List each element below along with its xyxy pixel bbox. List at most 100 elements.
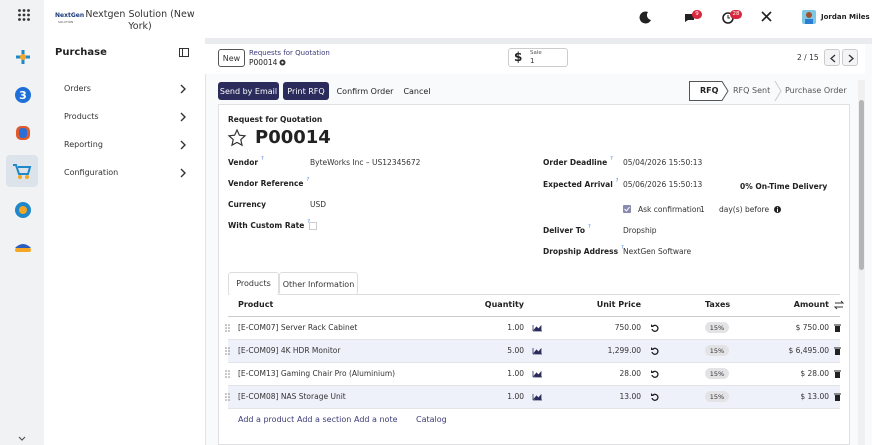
pager-prev[interactable] (824, 49, 840, 66)
menu-item[interactable]: Configuration (64, 168, 119, 177)
app-icon[interactable]: 3 (14, 86, 32, 104)
cell[interactable]: 13.00 (619, 392, 641, 401)
forecast-icon[interactable] (532, 324, 542, 332)
cell[interactable]: [E-COM07] Server Rack Cabinet (238, 323, 358, 332)
debug-icon[interactable] (761, 11, 772, 22)
smart-label[interactable]: Sale (530, 50, 542, 56)
help-tooltip[interactable]: ? (621, 245, 624, 251)
cell[interactable]: $ 13.00 (800, 392, 829, 401)
status-step[interactable]: Purchase Order (785, 86, 847, 95)
cell[interactable]: [E-COM08] NAS Storage Unit (238, 392, 346, 401)
menu-item[interactable]: Orders (64, 84, 91, 93)
status-step[interactable]: RFQ Sent (733, 86, 771, 95)
cell[interactable]: 1.00 (507, 323, 524, 332)
custom-rate-checkbox[interactable] (309, 222, 317, 230)
add-line-link[interactable]: Catalog (416, 415, 447, 424)
column-header[interactable]: Unit Price (596, 300, 641, 309)
field-value[interactable]: 05/06/2026 15:50:13 (623, 180, 703, 189)
drag-handle[interactable] (225, 347, 230, 355)
table-row[interactable] (228, 340, 840, 363)
field-value[interactable]: USD (310, 200, 327, 209)
avatar[interactable] (802, 10, 816, 24)
reset-price-icon[interactable] (651, 370, 659, 378)
help-tooltip[interactable]: ? (261, 156, 264, 162)
column-header[interactable]: Product (238, 300, 274, 309)
tax-badge[interactable]: 15% (705, 322, 729, 333)
theme-toggle[interactable] (639, 11, 652, 24)
forecast-icon[interactable] (532, 347, 542, 355)
messages-icon[interactable] (684, 12, 696, 23)
help-tooltip[interactable]: ? (615, 178, 619, 184)
delete-icon[interactable] (834, 347, 841, 355)
column-header[interactable]: Amount (793, 300, 829, 309)
drag-handle[interactable] (225, 370, 230, 378)
forecast-icon[interactable] (532, 393, 542, 401)
smart-button[interactable] (508, 48, 568, 67)
priority-star[interactable] (227, 128, 247, 147)
action-button[interactable]: Print RFQ (283, 82, 329, 100)
column-header[interactable]: Taxes (705, 300, 731, 309)
cell[interactable]: [E-COM13] Gaming Chair Pro (Aluminium) (238, 369, 396, 378)
app-icon[interactable] (14, 240, 32, 254)
column-header[interactable]: Quantity (484, 300, 524, 309)
apps-menu-icon[interactable] (18, 9, 30, 21)
tax-badge[interactable]: 15% (705, 345, 729, 356)
field-value[interactable]: ByteWorks Inc – US12345672 (310, 158, 421, 167)
add-line-link[interactable]: Add a product (238, 415, 295, 424)
delete-icon[interactable] (834, 324, 841, 332)
sidebar-toggle[interactable] (179, 48, 189, 57)
table-row[interactable] (228, 317, 840, 340)
table-row[interactable] (228, 386, 840, 409)
add-line-link[interactable]: Add a section (297, 415, 352, 424)
smart-count[interactable]: 1 (530, 57, 535, 65)
delete-icon[interactable] (834, 393, 841, 401)
breadcrumb-parent[interactable]: Requests for Quotation (249, 49, 330, 57)
tax-badge[interactable]: 15% (705, 391, 729, 402)
cell[interactable]: 1.00 (507, 369, 524, 378)
drag-handle[interactable] (225, 324, 230, 332)
menu-chevron[interactable] (180, 84, 186, 94)
cell[interactable]: 5.00 (507, 346, 524, 355)
reset-price-icon[interactable] (651, 324, 659, 332)
cell[interactable]: $ 28.00 (800, 369, 829, 378)
info-icon[interactable] (774, 206, 781, 213)
cell[interactable]: $ 6,495.00 (788, 346, 829, 355)
scrollbar-thumb[interactable] (859, 100, 864, 270)
drag-handle[interactable] (225, 393, 230, 401)
reset-price-icon[interactable] (651, 393, 659, 401)
reset-price-icon[interactable] (651, 347, 659, 355)
app-icon[interactable] (14, 124, 32, 142)
menu-chevron[interactable] (180, 112, 186, 122)
app-icon[interactable] (12, 162, 32, 180)
menu-item[interactable]: Reporting (64, 140, 103, 149)
app-icon[interactable] (14, 48, 32, 66)
ask-days[interactable]: 1 (700, 205, 705, 214)
help-tooltip[interactable]: ? (307, 219, 310, 225)
cell[interactable]: $ 750.00 (795, 323, 829, 332)
tab[interactable]: Products (228, 272, 279, 295)
delete-icon[interactable] (834, 370, 841, 378)
app-icon[interactable] (14, 201, 32, 219)
action-button[interactable]: Send by Email (218, 82, 279, 100)
action-button[interactable]: Confirm Order (336, 86, 394, 96)
ask-checkbox[interactable] (623, 205, 631, 213)
pager-next[interactable] (842, 49, 858, 66)
help-tooltip[interactable]: ? (610, 156, 613, 162)
field-value[interactable]: Dropship (623, 226, 657, 235)
cell[interactable]: 1,299.00 (607, 346, 641, 355)
action-button[interactable]: Cancel (403, 86, 431, 96)
tab[interactable]: Other Information (279, 272, 358, 295)
cell[interactable]: 1.00 (507, 392, 524, 401)
field-value[interactable]: 05/04/2026 15:50:13 (623, 158, 703, 167)
column-settings[interactable] (833, 300, 845, 310)
cell[interactable]: 28.00 (619, 369, 641, 378)
cell[interactable]: [E-COM09] 4K HDR Monitor (238, 346, 341, 355)
new-button[interactable]: New (218, 49, 245, 67)
cell[interactable]: 750.00 (614, 323, 641, 332)
menu-chevron[interactable] (180, 140, 186, 150)
forecast-icon[interactable] (532, 370, 542, 378)
user-name[interactable]: Jordan Miles (821, 13, 870, 21)
table-row[interactable] (228, 363, 840, 386)
help-tooltip[interactable]: ? (588, 224, 591, 230)
add-line-link[interactable]: Add a note (354, 415, 398, 424)
